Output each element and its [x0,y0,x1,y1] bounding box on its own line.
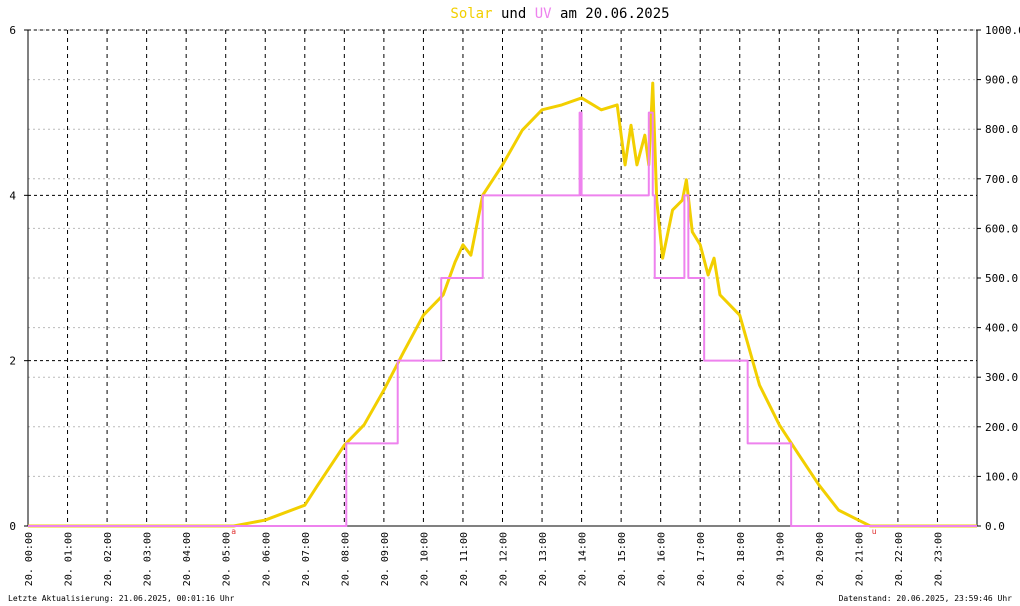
x-tick-label: 20. 10:00 [419,532,430,586]
x-tick-label: 20. 16:00 [657,532,668,586]
series-line [28,111,977,527]
x-tick-label: 20. 15:00 [617,532,628,586]
y2-tick-label: 1000.0 [985,24,1020,37]
y2-tick-label: 300.0 [985,371,1018,384]
title-connector: und [501,6,526,22]
x-tick-label: 20. 13:00 [538,532,549,586]
y-tick-label: 0 [9,520,16,533]
x-tick-label: 20. 22:00 [894,532,905,586]
annotation: u [872,527,877,536]
y2-tick-label: 0.0 [985,520,1005,533]
x-tick-label: 20. 06:00 [261,532,272,586]
y2-tick-label: 600.0 [985,222,1018,235]
annotation: a [231,527,236,536]
x-tick-label: 20. 20:00 [815,532,826,586]
x-tick-label: 20. 18:00 [736,532,747,586]
x-tick-label: 20. 05:00 [222,532,233,586]
x-tick-label: 20. 17:00 [696,532,707,586]
chart-title: Solar und UV am 20.06.2025 [450,6,669,22]
title-date: am 20.06.2025 [560,6,670,22]
x-tick-label: 20. 01:00 [64,532,75,586]
x-tick-label: 20. 23:00 [933,532,944,586]
x-tick-label: 20. 21:00 [854,532,865,586]
y-tick-label: 4 [9,189,16,202]
y2-tick-label: 900.0 [985,74,1018,87]
y2-tick-label: 700.0 [985,173,1018,186]
x-tick-label: 20. 19:00 [775,532,786,586]
x-tick-label: 20. 14:00 [578,532,589,586]
x-tick-label: 20. 03:00 [143,532,154,586]
x-tick-label: 20. 08:00 [340,532,351,586]
y2-tick-label: 800.0 [985,123,1018,136]
y-tick-label: 6 [9,24,16,37]
y-tick-label: 2 [9,355,16,368]
y2-tick-label: 100.0 [985,470,1018,483]
y2-tick-label: 200.0 [985,421,1018,434]
y2-tick-label: 400.0 [985,322,1018,335]
x-tick-label: 20. 02:00 [103,532,114,586]
x-tick-label: 20. 12:00 [499,532,510,586]
x-tick-label: 20. 07:00 [301,532,312,586]
title-solar: Solar [450,6,492,22]
footer-right: Datenstand: 20.06.2025, 23:59:46 Uhr [839,594,1013,603]
title-uv: UV [535,6,552,22]
x-tick-label: 20. 00:00 [24,532,35,586]
y2-tick-label: 500.0 [985,272,1018,285]
x-tick-label: 20. 09:00 [380,532,391,586]
footer-left: Letzte Aktualisierung: 21.06.2025, 00:01… [8,594,235,603]
x-tick-label: 20. 04:00 [182,532,193,586]
x-tick-label: 20. 11:00 [459,532,470,586]
